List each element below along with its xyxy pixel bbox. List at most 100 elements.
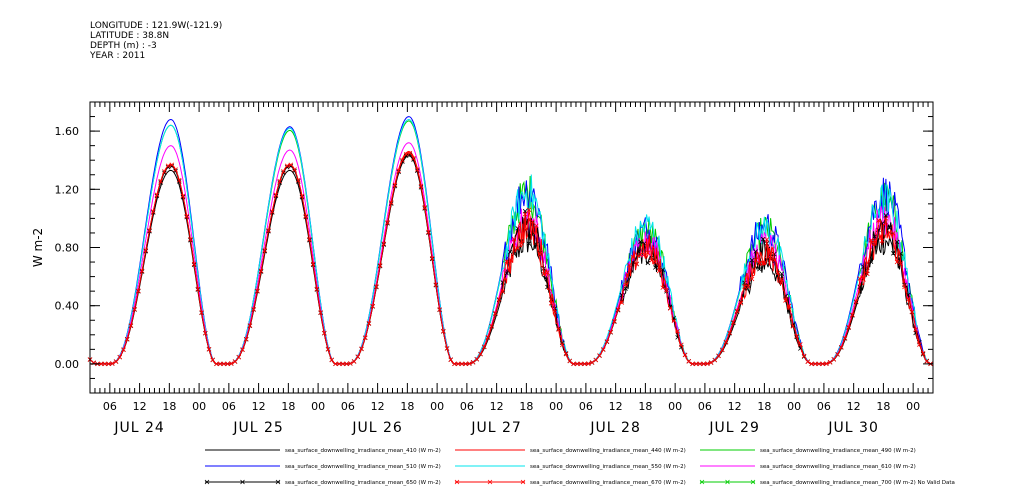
series-marker-670 [578,361,584,367]
x-tick-label: 06 [103,400,117,413]
series-marker-650 [507,249,513,255]
series-marker-670 [705,361,710,366]
series-marker-670 [515,246,520,251]
series-marker-670 [571,361,576,367]
series-marker-650 [165,164,171,170]
series-marker-670 [158,178,163,184]
x-tick-label: 18 [519,400,533,413]
series-marker-670 [798,342,803,347]
series-marker-670 [318,310,323,315]
series-marker-670 [556,327,561,332]
series-marker-670 [667,306,673,311]
series-marker-670 [872,238,878,243]
series-marker-670 [162,169,167,174]
series-marker-670 [329,357,335,363]
series-marker-670 [489,323,494,329]
series-marker-670 [838,344,844,350]
series-marker-670 [507,257,513,262]
series-marker-670 [269,209,275,214]
x-tick-label: 06 [222,400,236,413]
series-marker-670 [887,230,892,235]
series-marker-670 [690,361,695,367]
series-marker-670 [645,250,651,256]
series-marker-670 [586,361,591,366]
series-marker-670 [526,207,532,213]
legend-marker-670 [520,479,526,485]
y-tick-label: 1.20 [55,183,80,196]
series-marker-670 [314,286,320,292]
series-marker-670 [835,352,840,357]
series-marker-670 [463,361,468,367]
series-marker-670 [746,284,751,290]
y-tick-label: 0.40 [55,300,80,313]
series-marker-670 [478,351,483,357]
series-marker-650 [284,164,290,170]
legend-label-650: sea_surface_downwelling_irradiance_mean_… [285,480,441,486]
series-marker-670 [229,361,234,366]
x-tick-label: 00 [430,400,444,413]
series-marker-670 [522,211,528,217]
series-marker-670 [281,169,286,174]
series-marker-670 [719,347,725,353]
series-marker-670 [909,309,915,315]
series-marker-670 [634,261,639,267]
series-marker-670 [809,361,814,367]
x-tick-label: 06 [817,400,831,413]
series-marker-670 [760,260,766,266]
series-marker-670 [723,339,729,345]
series-marker-670 [742,284,747,289]
legend-label-700: sea_surface_downwelling_irradiance_mean_… [760,480,955,486]
legend-marker-700 [725,479,730,485]
plot-lines [87,116,933,367]
x-tick-label: 12 [371,400,385,413]
legend-label-490: sea_surface_downwelling_irradiance_mean_… [760,448,916,454]
x-tick-label: 06 [698,400,712,413]
x-tick-label: 18 [281,400,295,413]
series-marker-650 [760,236,766,242]
series-marker-670 [467,361,472,366]
series-marker-670 [128,323,134,328]
series-marker-670 [708,360,714,365]
series-marker-670 [574,361,580,367]
legend-marker-670 [454,479,460,485]
x-tick-label: 12 [847,400,861,413]
series-marker-670 [340,361,346,367]
series-marker-670 [649,258,654,263]
x-tick-label: 06 [341,400,355,413]
series-marker-670 [660,285,666,290]
series-marker-650 [526,241,532,246]
legend-label-610: sea_surface_downwelling_irradiance_mean_… [760,464,916,470]
series-marker-670 [240,347,245,352]
series-marker-670 [221,361,227,367]
series-marker-670 [217,361,223,367]
x-tick-label: 18 [638,400,652,413]
legend-label-510: sea_surface_downwelling_irradiance_mean_… [285,464,441,470]
series-marker-670 [113,359,119,364]
x-tick-label: 00 [787,400,801,413]
series-marker-670 [686,359,692,364]
x-tick-label: 12 [252,400,266,413]
series-marker-670 [184,213,189,219]
series-marker-670 [400,157,405,163]
series-marker-670 [504,259,509,264]
series-marker-670 [199,310,204,315]
series-marker-670 [534,223,539,229]
series-marker-670 [671,318,677,324]
series-marker-670 [805,359,811,364]
series-marker-670 [150,209,156,214]
x-tick-label: 18 [400,400,414,413]
series-marker-670 [169,162,175,168]
series-marker-670 [816,361,822,367]
series-marker-670 [537,251,543,257]
series-marker-670 [147,227,152,233]
series-marker-670 [121,347,126,352]
x-tick-label: 18 [162,400,176,413]
x-tick-label: 12 [490,400,504,413]
series-marker-670 [552,309,558,314]
series-marker-670 [173,167,178,172]
series-marker-670 [455,361,461,367]
series-marker-670 [753,257,759,263]
series-marker-650 [757,266,762,272]
series-marker-670 [452,361,457,367]
series-marker-650 [887,225,892,231]
